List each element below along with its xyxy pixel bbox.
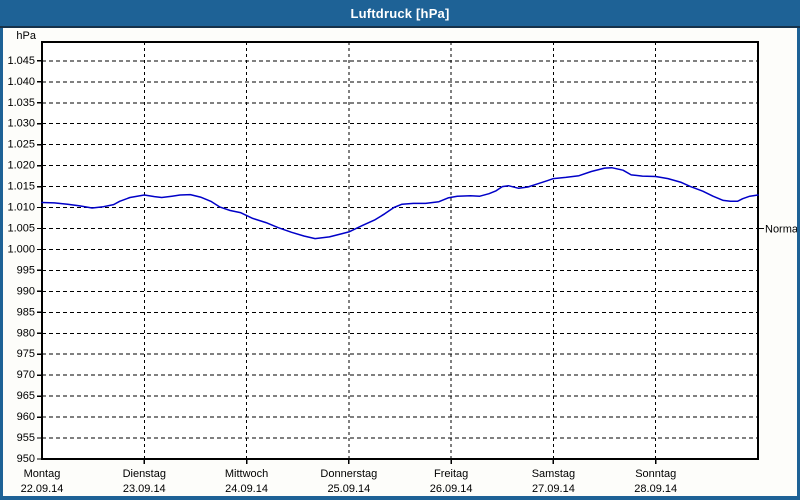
- pressure-chart: 1.045 1.040 1.035 1.030 1.025 1.020 1.015 1.010…: [7, 30, 800, 495]
- y-axis-tick-label: 985: [17, 306, 35, 318]
- plot-area: [42, 42, 758, 459]
- y-axis-tick-label: 1.020: [7, 160, 35, 172]
- y-axis-tick-label: 975: [17, 348, 35, 360]
- y-axis-tick-label: 1.045: [7, 55, 35, 67]
- x-axis-day-label: Sonntag: [635, 468, 676, 480]
- x-axis-date-label: 22.09.14: [21, 483, 64, 495]
- chart-panel: 1.045 1.040 1.035 1.030 1.025 1.020 1.015 1.010…: [3, 28, 800, 496]
- title-bar: Luftdruck [hPa]: [0, 0, 800, 28]
- y-axis-unit-label: hPa: [16, 30, 36, 42]
- y-axis-tick-label: 950: [17, 453, 35, 465]
- y-axis-tick-label: 990: [17, 285, 35, 297]
- y-axis-tick-label: 1.000: [7, 243, 35, 255]
- y-axis-tick-label: 1.005: [7, 222, 35, 234]
- x-axis-day-label: Freitag: [434, 468, 468, 480]
- x-axis-date-label: 25.09.14: [327, 483, 370, 495]
- y-axis-tick-label: 1.010: [7, 202, 35, 214]
- y-axis-tick-label: 995: [17, 264, 35, 276]
- x-axis-day-label: Samstag: [532, 468, 575, 480]
- y-axis-tick-label: 1.025: [7, 139, 35, 151]
- normal-marker-label: Normal: [765, 223, 797, 235]
- y-axis-tick-label: 955: [17, 432, 35, 444]
- x-axis-date-label: 27.09.14: [532, 483, 575, 495]
- x-axis-date-label: 28.09.14: [634, 483, 677, 495]
- y-axis-tick-label: 1.030: [7, 118, 35, 130]
- y-axis-tick-label: 1.040: [7, 76, 35, 88]
- x-axis-date-label: 26.09.14: [430, 483, 473, 495]
- window-title: Luftdruck [hPa]: [350, 5, 450, 21]
- y-axis-tick-label: 980: [17, 327, 35, 339]
- x-axis-day-label: Mittwoch: [225, 468, 268, 480]
- x-axis-date-label: 24.09.14: [225, 483, 268, 495]
- y-axis-tick-label: 965: [17, 390, 35, 402]
- x-axis-day-label: Dienstag: [123, 468, 166, 480]
- x-axis-day-label: Montag: [24, 468, 61, 480]
- x-axis-day-label: Donnerstag: [320, 468, 377, 480]
- plot-border: [41, 41, 759, 460]
- x-axis-date-label: 23.09.14: [123, 483, 166, 495]
- y-axis-tick-label: 1.035: [7, 97, 35, 109]
- y-axis-tick-label: 1.015: [7, 181, 35, 193]
- y-axis-tick-label: 960: [17, 411, 35, 423]
- pressure-line: [41, 166, 759, 240]
- y-axis-tick-label: 970: [17, 369, 35, 381]
